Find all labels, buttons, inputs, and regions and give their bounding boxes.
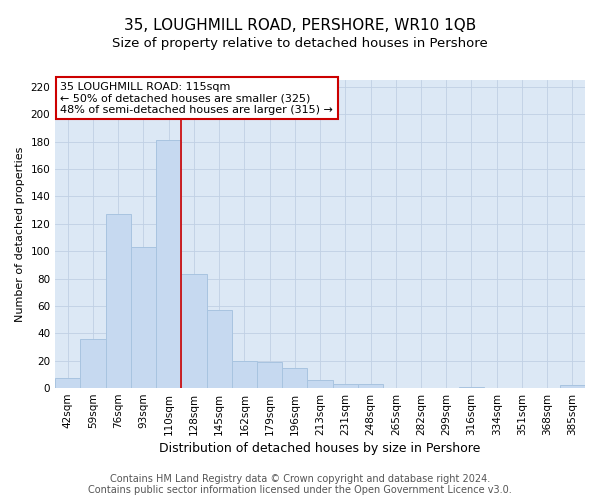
Bar [206,310,232,388]
Bar [560,386,585,388]
Bar [282,368,307,388]
Text: Contains public sector information licensed under the Open Government Licence v3: Contains public sector information licen… [88,485,512,495]
Bar [55,378,80,388]
Bar [181,274,206,388]
Text: 35 LOUGHMILL ROAD: 115sqm
← 50% of detached houses are smaller (325)
48% of semi: 35 LOUGHMILL ROAD: 115sqm ← 50% of detac… [61,82,334,114]
Bar [358,384,383,388]
Text: Size of property relative to detached houses in Pershore: Size of property relative to detached ho… [112,38,488,51]
X-axis label: Distribution of detached houses by size in Pershore: Distribution of detached houses by size … [160,442,481,455]
Bar [106,214,131,388]
Y-axis label: Number of detached properties: Number of detached properties [15,146,25,322]
Text: Contains HM Land Registry data © Crown copyright and database right 2024.: Contains HM Land Registry data © Crown c… [110,474,490,484]
Text: 35, LOUGHMILL ROAD, PERSHORE, WR10 1QB: 35, LOUGHMILL ROAD, PERSHORE, WR10 1QB [124,18,476,32]
Bar [131,247,156,388]
Bar [232,360,257,388]
Bar [80,339,106,388]
Bar [156,140,181,388]
Bar [332,384,358,388]
Bar [257,362,282,388]
Bar [307,380,332,388]
Bar [459,386,484,388]
